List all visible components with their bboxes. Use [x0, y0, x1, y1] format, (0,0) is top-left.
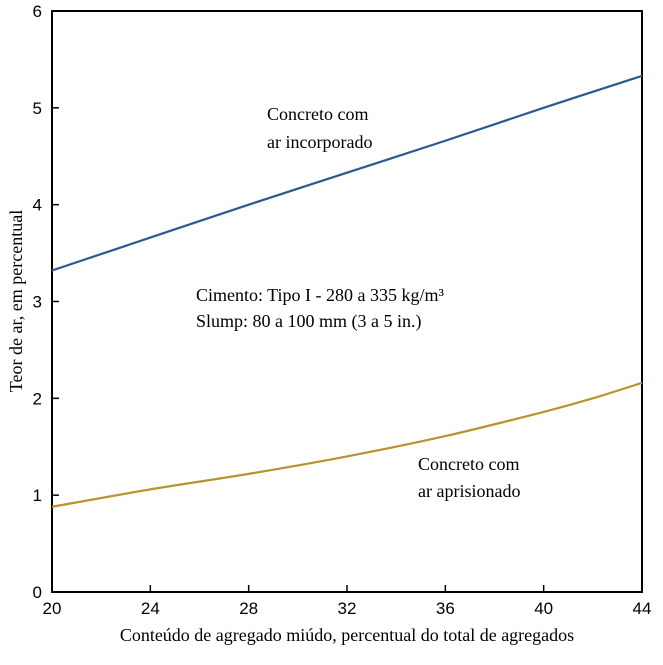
annotation-cement-slump: Cimento: Tipo I - 280 a 335 kg/m³ Slump:…: [196, 285, 448, 332]
y-tick-label: 6: [33, 2, 42, 21]
x-tick-label: 44: [633, 599, 652, 618]
y-tick-label: 2: [33, 389, 42, 408]
y-tick-label: 5: [33, 99, 42, 118]
y-tick-label: 1: [33, 486, 42, 505]
y-tick-label: 4: [33, 196, 42, 215]
x-tick-label: 40: [534, 599, 553, 618]
x-tick-label: 36: [436, 599, 455, 618]
x-tick-label: 24: [141, 599, 160, 618]
annotation-air-entrained: Concreto com ar incorporado: [267, 104, 373, 152]
x-tick-label: 20: [43, 599, 62, 618]
y-axis-ticks: 0 1 2 3 4 5 6: [33, 2, 59, 602]
annotation-entrapped: Concreto com ar aprisionado: [418, 454, 524, 501]
series-layer: [51, 74, 643, 508]
series-line-entrapped-air: [51, 381, 643, 508]
x-tick-label: 32: [338, 599, 357, 618]
y-tick-label: 0: [33, 583, 42, 602]
series-line-air-entrained: [51, 74, 643, 272]
y-tick-label: 3: [33, 293, 42, 312]
x-tick-label: 28: [239, 599, 258, 618]
x-axis-ticks: 20 24 28 32 36 40 44: [43, 585, 652, 618]
x-axis-title: Conteúdo de agregado miúdo, percentual d…: [120, 625, 574, 645]
y-axis-title: Teor de ar, em percentual: [6, 210, 26, 392]
